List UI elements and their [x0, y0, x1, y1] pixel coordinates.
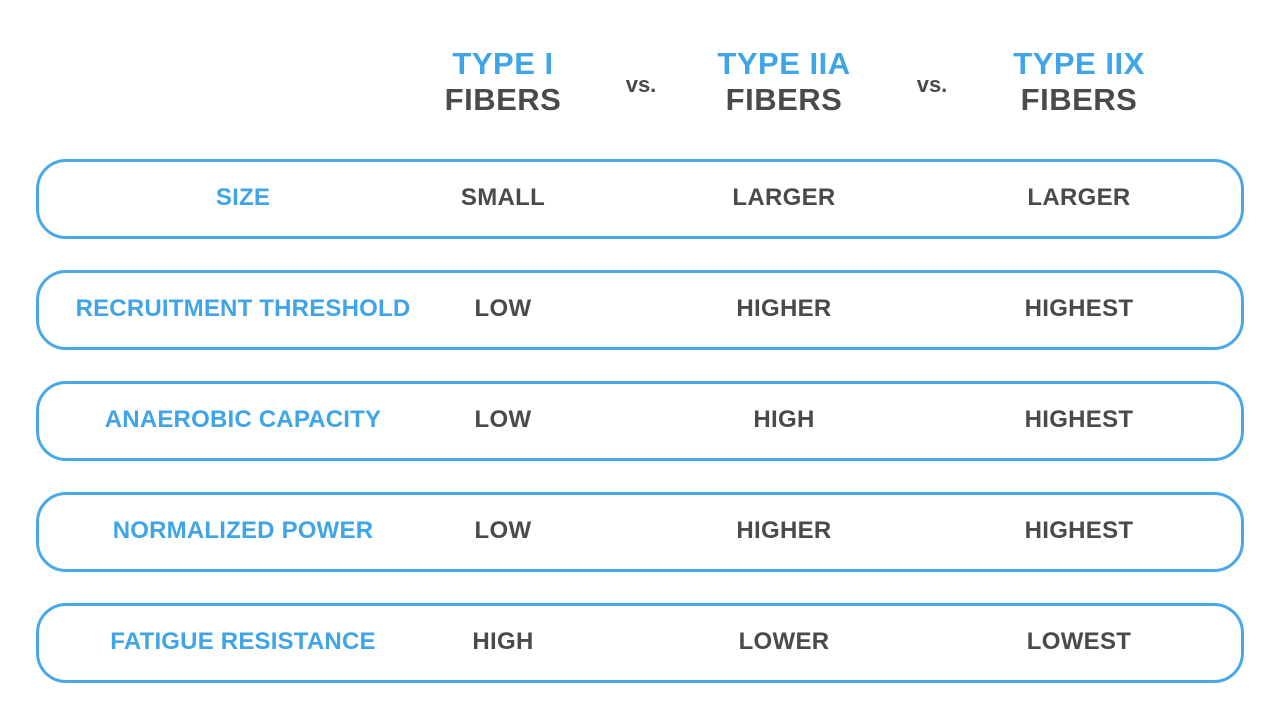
row-value: HIGHEST [1024, 406, 1134, 433]
column-fibers: FIBERS [444, 82, 562, 117]
row-label: FATIGUE RESISTANCE [110, 628, 376, 655]
row-box [36, 603, 1244, 683]
vs-separator: vs. [916, 72, 948, 97]
row-value: SMALL [460, 184, 546, 211]
row-box [36, 270, 1244, 350]
row-label: RECRUITMENT THRESHOLD [75, 295, 411, 322]
row-value: LOW [474, 517, 532, 544]
column-type: TYPE I [452, 46, 554, 81]
row-box [36, 492, 1244, 572]
row-label: ANAEROBIC CAPACITY [104, 406, 382, 433]
column-type: TYPE IIA [717, 46, 851, 81]
row-value: LARGER [732, 184, 836, 211]
row-value: LOWEST [1026, 628, 1132, 655]
row-value: HIGHEST [1024, 517, 1134, 544]
column-fibers: FIBERS [725, 82, 843, 117]
row-box [36, 381, 1244, 461]
row-value: LARGER [1027, 184, 1131, 211]
column-fibers: FIBERS [1020, 82, 1138, 117]
row-value: HIGH [472, 628, 534, 655]
row-value: HIGHER [736, 295, 832, 322]
row-box [36, 159, 1244, 239]
row-value: LOWER [738, 628, 830, 655]
vs-separator: vs. [625, 72, 657, 97]
row-value: HIGH [753, 406, 815, 433]
row-value: LOW [474, 406, 532, 433]
row-label: SIZE [215, 184, 271, 211]
row-label: NORMALIZED POWER [112, 517, 374, 544]
row-value: HIGHEST [1024, 295, 1134, 322]
column-type: TYPE IIX [1013, 46, 1145, 81]
row-value: LOW [474, 295, 532, 322]
row-value: HIGHER [736, 517, 832, 544]
